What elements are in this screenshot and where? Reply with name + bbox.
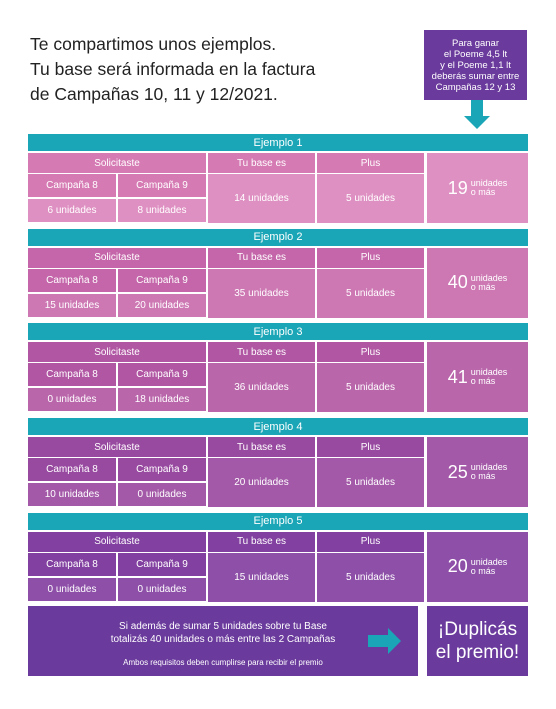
campaign-label: Campaña 9 <box>118 363 206 387</box>
base-value: 15 unidades <box>208 552 315 602</box>
column-header: Solicitaste <box>28 437 206 458</box>
result: 40 unidades o más <box>427 247 528 318</box>
result-number: 25 <box>447 461 468 482</box>
column-header: Tu base es <box>208 247 315 268</box>
column-header: Solicitaste <box>28 247 206 268</box>
base-value: 36 unidades <box>208 363 315 413</box>
result: 41 unidades o más <box>427 342 528 413</box>
right-arrow <box>368 628 401 654</box>
column-header: Plus <box>317 531 424 552</box>
example-title: Ejemplo 2 <box>28 228 528 246</box>
campaign-label: Campaña 9 <box>118 458 206 482</box>
column-header: Plus <box>317 437 424 458</box>
footer-box: Si además de sumar 5 unidades sobre tu B… <box>28 606 418 676</box>
requested-value: 0 unidades <box>118 577 206 601</box>
requested-value: 8 unidades <box>118 199 206 222</box>
result-suffix: o más <box>470 281 496 292</box>
footer-line: totalizás 40 unidades o más entre las 2 … <box>110 634 336 645</box>
campaign-label: Campaña 8 <box>28 363 116 387</box>
callout-line: Para ganar <box>451 37 499 49</box>
requested-value: 0 unidades <box>118 483 206 507</box>
down-arrow <box>464 100 490 129</box>
result-suffix: o más <box>470 565 496 576</box>
result: 25 unidades o más <box>427 437 528 508</box>
column-header: Plus <box>317 247 424 268</box>
callout-line: y el Poeme 1,1 lt <box>440 59 511 71</box>
result-label: unidades o más <box>471 463 508 481</box>
result-label: unidades o más <box>471 368 508 386</box>
result-number: 19 <box>447 177 468 198</box>
result: 19 unidades o más <box>427 153 528 223</box>
column-header: Tu base es <box>208 531 315 552</box>
example-title: Ejemplo 5 <box>28 512 528 530</box>
intro-line: Te compartimos unos ejemplos. <box>30 34 277 54</box>
plus-value: 5 unidades <box>317 174 424 223</box>
result-suffix: o más <box>470 187 496 197</box>
column-header: Tu base es <box>208 437 315 458</box>
requested-value: 0 unidades <box>28 388 116 412</box>
example-title: Ejemplo 3 <box>28 323 528 341</box>
plus-value: 5 unidades <box>317 363 424 413</box>
result-label: unidades o más <box>470 556 508 576</box>
result-number: 20 <box>447 556 468 577</box>
intro-line: de Campañas 10, 11 y 12/2021. <box>30 84 278 104</box>
campaign-label: Campaña 8 <box>28 458 116 482</box>
example-title: Ejemplo 4 <box>28 418 528 436</box>
campaign-label: Campaña 9 <box>118 174 206 197</box>
campaign-label: Campaña 9 <box>118 552 206 576</box>
footer-line: Si además de sumar 5 unidades sobre tu B… <box>119 621 327 632</box>
callout-line: el Poeme 4,5 lt <box>443 48 508 60</box>
result-suffix: o más <box>470 471 496 482</box>
highlight-box: ¡Duplicás el premio! <box>427 606 528 676</box>
requested-value: 10 unidades <box>28 483 116 507</box>
intro-line: Tu base será informada en la factura <box>30 59 316 79</box>
campaign-label: Campaña 8 <box>28 268 116 292</box>
requested-value: 15 unidades <box>28 293 116 317</box>
callout: Para ganar el Poeme 4,5 lt y el Poeme 1,… <box>424 30 527 100</box>
requested-value: 18 unidades <box>118 388 206 412</box>
result-label: unidades o más <box>471 179 508 197</box>
plus-value: 5 unidades <box>317 268 424 318</box>
highlight-line: ¡Duplicás <box>437 619 518 640</box>
campaign-label: Campaña 8 <box>28 174 116 197</box>
result: 20 unidades o más <box>427 531 528 602</box>
requested-value: 20 unidades <box>118 293 206 317</box>
plus-value: 5 unidades <box>317 552 424 602</box>
column-header: Plus <box>317 153 424 173</box>
column-header: Solicitaste <box>28 342 206 363</box>
result-unit: unidades <box>470 272 508 283</box>
highlight-line: el premio! <box>435 642 520 663</box>
result-unit: unidades <box>470 367 508 378</box>
result-unit: unidades <box>470 462 508 473</box>
example-title: Ejemplo 1 <box>28 134 528 151</box>
column-header: Plus <box>317 342 424 363</box>
campaign-label: Campaña 9 <box>118 268 206 292</box>
result-unit: unidades <box>470 556 508 567</box>
requested-value: 6 unidades <box>28 199 116 222</box>
base-value: 35 unidades <box>208 268 315 318</box>
requested-value: 0 unidades <box>28 577 116 601</box>
callout-line: Campañas 12 y 13 <box>435 81 516 93</box>
column-header: Solicitaste <box>28 153 206 173</box>
base-value: 20 unidades <box>208 458 315 508</box>
result-number: 40 <box>447 272 468 293</box>
base-value: 14 unidades <box>208 174 315 223</box>
result-unit: unidades <box>470 178 508 188</box>
column-header: Tu base es <box>208 342 315 363</box>
campaign-label: Campaña 8 <box>28 552 116 576</box>
plus-value: 5 unidades <box>317 458 424 508</box>
footer-note: Ambos requisitos deben cumplirse para re… <box>123 658 323 667</box>
column-header: Solicitaste <box>28 531 206 552</box>
result-number: 41 <box>447 366 468 387</box>
result-label: unidades o más <box>470 272 508 292</box>
callout-line: deberás sumar entre <box>431 70 520 82</box>
column-header: Tu base es <box>208 153 315 173</box>
result-suffix: o más <box>470 376 496 387</box>
